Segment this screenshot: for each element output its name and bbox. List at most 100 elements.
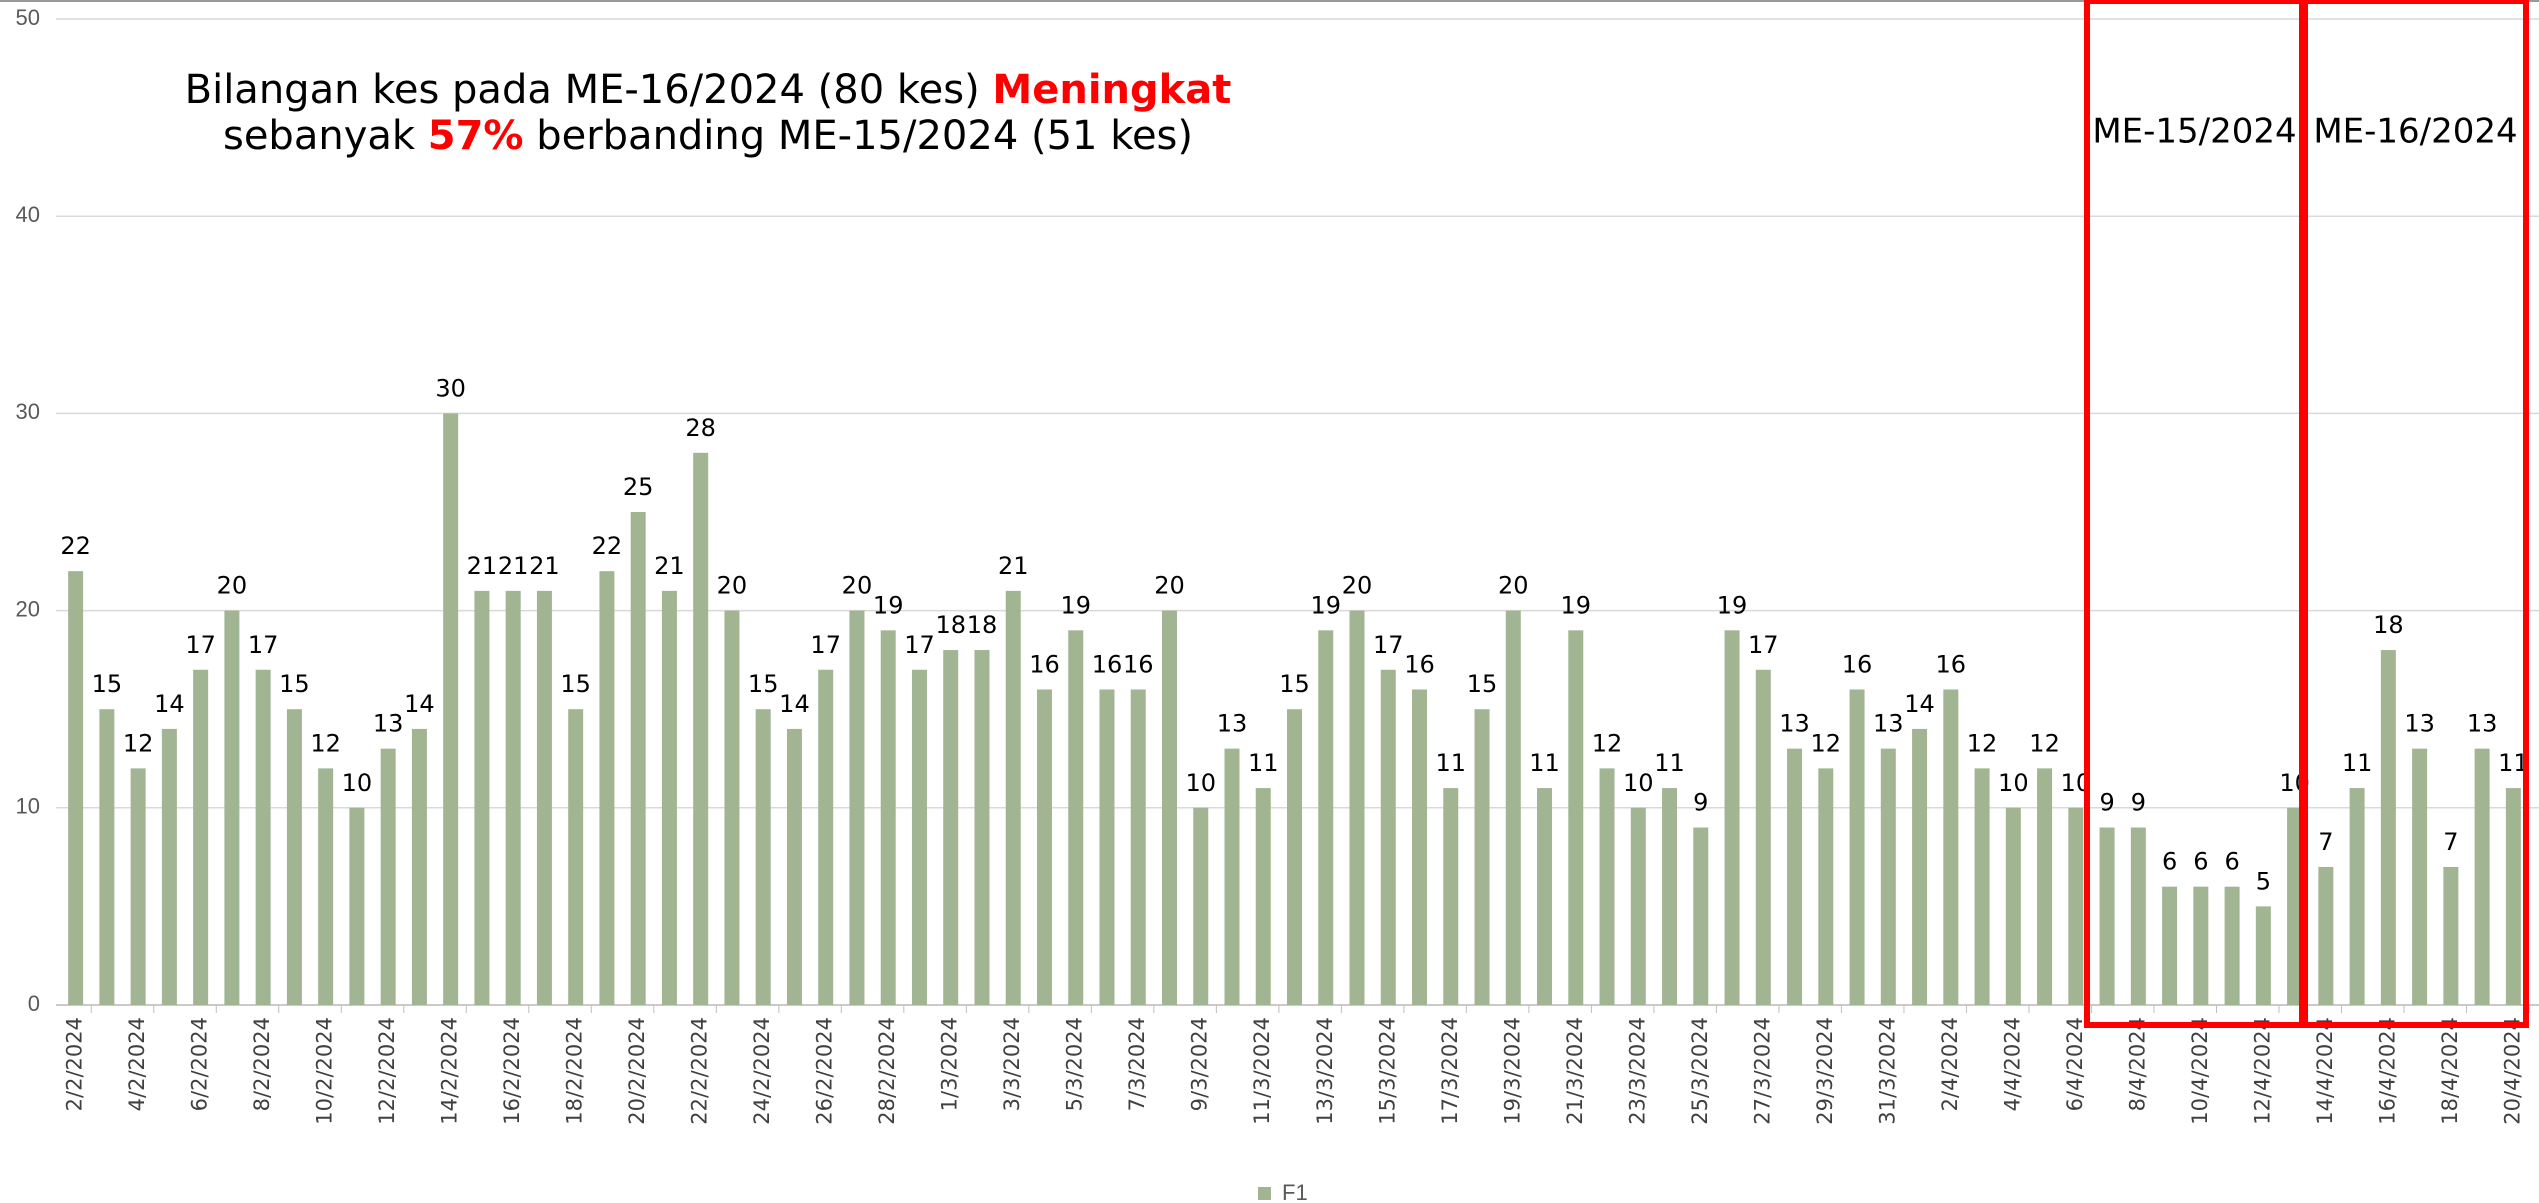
bar bbox=[2130, 827, 2146, 1005]
value-label: 17 bbox=[185, 631, 216, 659]
value-label: 15 bbox=[748, 670, 779, 698]
value-label: 14 bbox=[779, 690, 810, 718]
bar bbox=[68, 571, 84, 1005]
bar bbox=[1630, 807, 1646, 1005]
value-label: 16 bbox=[1092, 650, 1123, 678]
x-tick-label: 16/4/2024 bbox=[2375, 1017, 2399, 1125]
x-tick-label: 10/4/2024 bbox=[2188, 1017, 2212, 1125]
value-label: 6 bbox=[2224, 848, 2239, 876]
bar bbox=[1599, 768, 1615, 1005]
x-tick-label: 31/3/2024 bbox=[1875, 1017, 1899, 1125]
legend-marker bbox=[1258, 1187, 1271, 1200]
value-label: 17 bbox=[248, 631, 279, 659]
x-tick-label: 12/4/2024 bbox=[2250, 1017, 2274, 1125]
value-label: 17 bbox=[1748, 631, 1779, 659]
value-label: 13 bbox=[2467, 710, 2498, 738]
period-box bbox=[2302, 0, 2529, 1028]
bar bbox=[1537, 788, 1553, 1005]
bar bbox=[349, 807, 365, 1005]
bar bbox=[318, 768, 334, 1005]
value-label: 12 bbox=[1967, 729, 1998, 757]
bar bbox=[1005, 590, 1021, 1005]
value-label: 13 bbox=[2404, 710, 2435, 738]
bar bbox=[255, 669, 271, 1005]
bar bbox=[849, 610, 865, 1005]
value-label: 9 bbox=[1693, 789, 1708, 817]
value-label: 18 bbox=[935, 611, 966, 639]
value-label: 15 bbox=[279, 670, 310, 698]
value-label: 17 bbox=[1373, 631, 1404, 659]
bar bbox=[474, 590, 490, 1005]
value-label: 14 bbox=[154, 690, 185, 718]
value-label: 19 bbox=[1717, 591, 1748, 619]
value-label: 28 bbox=[685, 414, 716, 442]
value-label: 20 bbox=[1154, 572, 1185, 600]
value-label: 16 bbox=[1936, 650, 1967, 678]
x-tick-label: 5/3/2024 bbox=[1063, 1017, 1087, 1111]
value-label: 17 bbox=[810, 631, 841, 659]
x-tick-label: 2/4/2024 bbox=[1938, 1017, 1962, 1111]
x-tick-label: 18/4/2024 bbox=[2438, 1017, 2462, 1125]
bar bbox=[1568, 630, 1584, 1005]
x-tick-label: 6/2/2024 bbox=[188, 1017, 212, 1111]
value-label: 11 bbox=[1654, 749, 1685, 777]
value-label: 10 bbox=[1998, 769, 2029, 797]
bar bbox=[1974, 768, 1990, 1005]
value-label: 15 bbox=[92, 670, 123, 698]
value-label: 20 bbox=[1342, 572, 1373, 600]
bar bbox=[2068, 807, 2084, 1005]
bar bbox=[2318, 866, 2334, 1005]
bar bbox=[99, 709, 115, 1005]
x-tick-label: 7/3/2024 bbox=[1125, 1017, 1149, 1111]
x-tick-label: 9/3/2024 bbox=[1188, 1017, 1212, 1111]
value-label: 10 bbox=[342, 769, 373, 797]
value-label: 10 bbox=[1185, 769, 1216, 797]
value-label: 6 bbox=[2162, 848, 2177, 876]
x-tick-label: 24/2/2024 bbox=[750, 1017, 774, 1125]
bar bbox=[1380, 669, 1396, 1005]
value-label: 16 bbox=[1842, 650, 1873, 678]
value-label: 13 bbox=[1873, 710, 1904, 738]
bar bbox=[599, 571, 615, 1005]
bar bbox=[2380, 650, 2396, 1005]
title-text: sebanyak bbox=[223, 113, 428, 159]
x-tick-label: 18/2/2024 bbox=[563, 1017, 587, 1125]
x-tick-label: 21/3/2024 bbox=[1563, 1017, 1587, 1125]
bar bbox=[1412, 689, 1428, 1005]
period-label: ME-16/2024 bbox=[2313, 112, 2517, 152]
value-label: 20 bbox=[717, 572, 748, 600]
value-label: 19 bbox=[1310, 591, 1341, 619]
x-tick-label: 29/3/2024 bbox=[1813, 1017, 1837, 1125]
value-label: 14 bbox=[1904, 690, 1935, 718]
value-label: 16 bbox=[1123, 650, 1154, 678]
bar bbox=[1036, 689, 1052, 1005]
bar bbox=[911, 669, 927, 1005]
value-label: 19 bbox=[873, 591, 904, 619]
title-text: Bilangan kes pada ME-16/2024 (80 kes) bbox=[185, 67, 993, 113]
bar bbox=[224, 610, 240, 1005]
x-tick-label: 8/4/2024 bbox=[2125, 1017, 2149, 1111]
bar bbox=[536, 590, 552, 1005]
value-label: 30 bbox=[435, 374, 466, 402]
value-label: 21 bbox=[529, 552, 560, 580]
bar bbox=[1849, 689, 1865, 1005]
value-label: 11 bbox=[1248, 749, 1279, 777]
bar bbox=[2255, 906, 2271, 1005]
bar bbox=[2224, 886, 2240, 1005]
x-tick-label: 11/3/2024 bbox=[1250, 1017, 1274, 1125]
bar bbox=[974, 650, 990, 1005]
bar bbox=[380, 748, 396, 1005]
bar bbox=[2443, 866, 2459, 1005]
highlight-text: 57% bbox=[428, 113, 524, 159]
value-label: 14 bbox=[404, 690, 435, 718]
y-tick-label: 20 bbox=[16, 596, 40, 621]
value-label: 11 bbox=[1529, 749, 1560, 777]
x-tick-label: 20/2/2024 bbox=[625, 1017, 649, 1125]
x-tick-label: 13/3/2024 bbox=[1313, 1017, 1337, 1125]
bar bbox=[1068, 630, 1084, 1005]
bar bbox=[2037, 768, 2053, 1005]
bar bbox=[1161, 610, 1177, 1005]
value-label: 13 bbox=[373, 710, 404, 738]
bar bbox=[1318, 630, 1334, 1005]
x-tick-label: 25/3/2024 bbox=[1688, 1017, 1712, 1125]
